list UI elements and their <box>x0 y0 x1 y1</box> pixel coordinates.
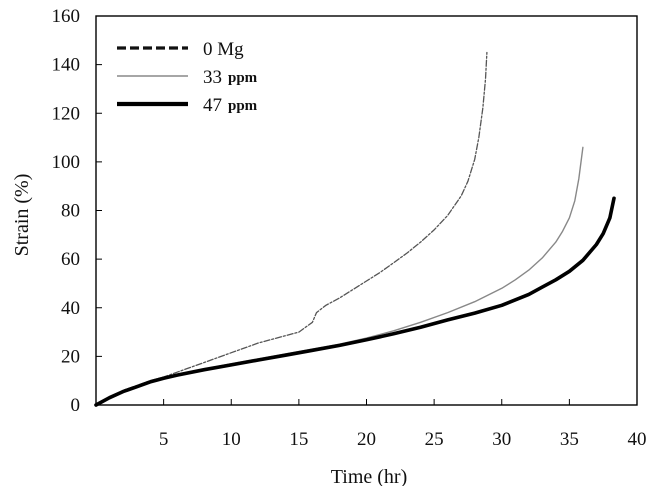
series-lines <box>94 51 616 407</box>
y-tick-label: 40 <box>61 298 80 319</box>
plot-border <box>95 15 638 406</box>
y-tick-label: 120 <box>52 103 81 124</box>
y-tick-label: 60 <box>61 249 80 270</box>
x-tick-label: 20 <box>357 429 376 450</box>
plot-area <box>95 15 638 406</box>
x-tick-label: 25 <box>425 429 444 450</box>
x-tick-label: 35 <box>560 429 579 450</box>
y-tick-label: 0 <box>71 395 81 416</box>
x-tick-label: 30 <box>492 429 511 450</box>
y-tick-label: 100 <box>52 152 81 173</box>
legend-label-1: 33 <box>203 67 222 88</box>
y-tick-label: 140 <box>52 55 81 76</box>
x-tick-label: 10 <box>222 429 241 450</box>
legend-label-2: 47 <box>203 95 222 116</box>
axis-ticks: 0 20 40 60 80 100 120 140 160 5 10 15 20 25 30 35 40 <box>52 6 647 450</box>
series-line-0 <box>95 51 488 406</box>
legend-unit-2: ppm <box>228 98 258 114</box>
series-line-2 <box>94 196 616 407</box>
legend: 0 Mg 33 ppm 47 ppm <box>117 39 258 116</box>
series-line-1 <box>95 146 584 406</box>
y-tick-label: 80 <box>61 201 80 222</box>
x-axis-title: Time (hr) <box>331 466 407 486</box>
x-tick-label: 15 <box>289 429 308 450</box>
y-tick-label: 160 <box>52 6 81 27</box>
y-tick-label: 20 <box>61 346 80 367</box>
legend-unit-1: ppm <box>228 70 258 86</box>
x-tick-label: 5 <box>159 429 169 450</box>
y-axis-title: Strain (%) <box>11 174 33 257</box>
legend-label-0: 0 Mg <box>203 39 244 60</box>
x-tick-label: 40 <box>628 429 647 450</box>
